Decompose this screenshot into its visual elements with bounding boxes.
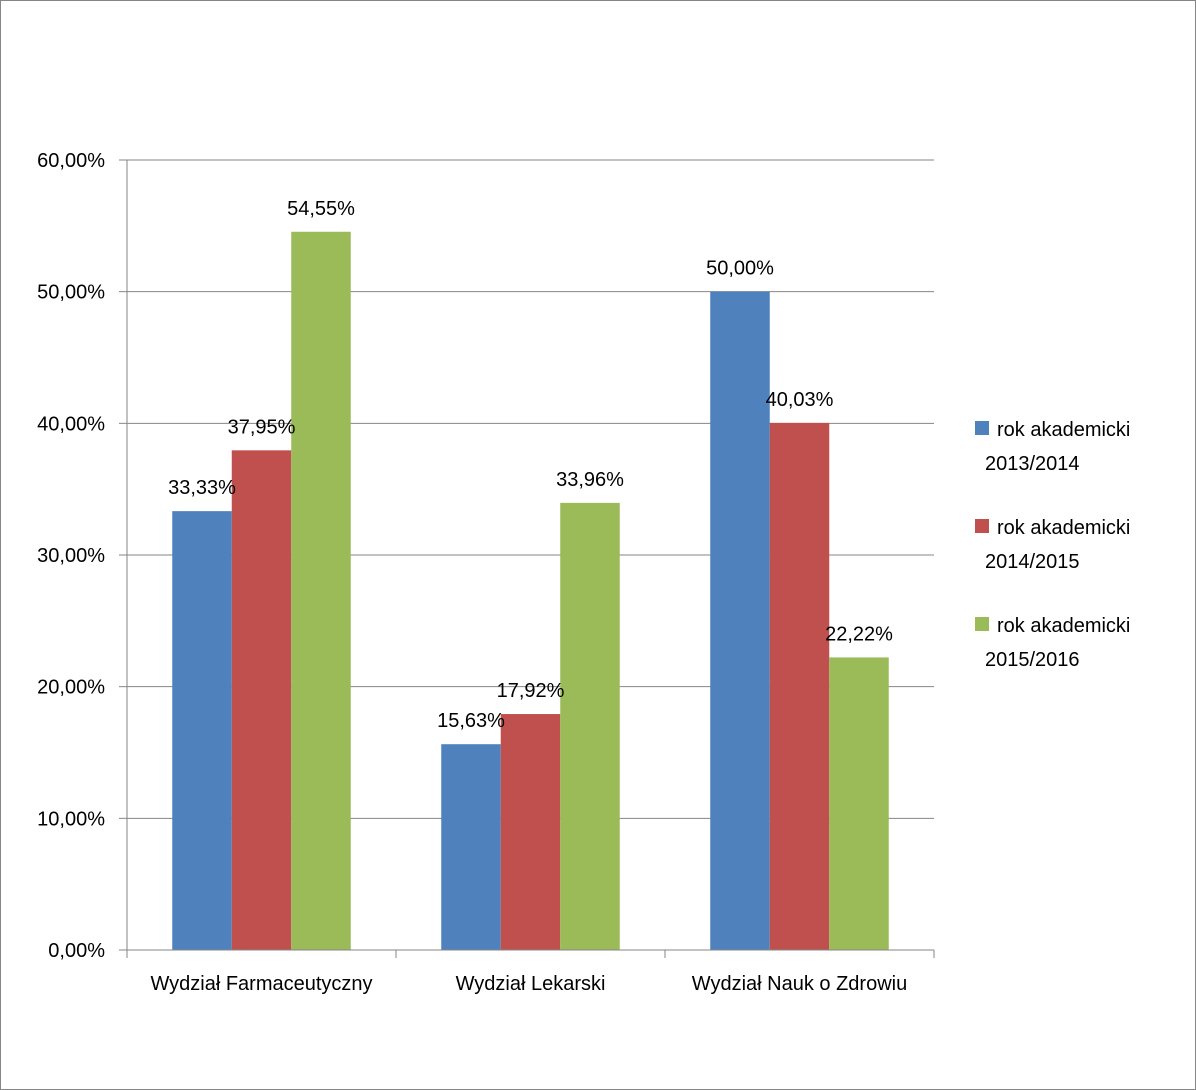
axes bbox=[119, 159, 935, 958]
data-label: 50,00% bbox=[706, 258, 774, 280]
x-category-label: Wydział Nauk o Zdrowiu bbox=[692, 973, 907, 995]
data-label: 37,95% bbox=[228, 416, 296, 438]
legend-label-line2: 2014/2015 bbox=[985, 551, 1080, 573]
bars bbox=[172, 231, 889, 951]
legend-label: rok akademicki bbox=[997, 419, 1130, 441]
legend-swatch bbox=[975, 617, 989, 631]
legend-label: rok akademicki bbox=[997, 615, 1130, 637]
data-label: 54,55% bbox=[287, 198, 355, 220]
data-label: 33,33% bbox=[168, 477, 236, 499]
bar bbox=[560, 502, 620, 950]
y-tick-label: 60,00% bbox=[37, 150, 105, 172]
y-tick-label: 0,00% bbox=[48, 940, 105, 962]
legend: rok akademicki 2013/2014 rok akademicki 201… bbox=[975, 419, 1130, 671]
y-tick-label: 20,00% bbox=[37, 677, 105, 699]
y-tick-label: 30,00% bbox=[37, 545, 105, 567]
bar bbox=[710, 291, 770, 951]
data-label: 15,63% bbox=[437, 710, 505, 732]
y-tick-label: 10,00% bbox=[37, 808, 105, 830]
legend-label-line2: 2013/2014 bbox=[985, 453, 1080, 475]
legend-swatch bbox=[975, 421, 989, 435]
data-labels: 33,33% 37,95% 54,55% 15,63% 17,92% 33,96% 50,0… bbox=[168, 198, 893, 732]
bar bbox=[231, 450, 292, 950]
data-label: 17,92% bbox=[497, 680, 565, 702]
legend-label: rok akademicki bbox=[997, 517, 1130, 539]
x-axis-categories: Wydział Farmaceutyczny Wydział Lekarski Wy… bbox=[150, 973, 907, 995]
y-tick-label: 50,00% bbox=[37, 282, 105, 304]
bar bbox=[441, 744, 501, 950]
bar bbox=[829, 657, 889, 950]
data-label: 22,22% bbox=[825, 623, 893, 645]
y-axis-ticks: 0,00% 10,00% 20,00% 30,00% 40,00% 50,00% 60,00… bbox=[37, 150, 105, 962]
bar bbox=[500, 714, 561, 950]
bar bbox=[769, 422, 830, 950]
legend-swatch bbox=[975, 519, 989, 533]
data-label: 40,03% bbox=[766, 389, 834, 411]
x-category-label: Wydział Lekarski bbox=[456, 973, 606, 995]
bar bbox=[172, 511, 232, 950]
data-label: 33,96% bbox=[556, 469, 624, 491]
x-category-label: Wydział Farmaceutyczny bbox=[150, 973, 372, 995]
bar bbox=[291, 231, 351, 951]
legend-label-line2: 2015/2016 bbox=[985, 649, 1080, 671]
y-tick-label: 40,00% bbox=[37, 413, 105, 435]
